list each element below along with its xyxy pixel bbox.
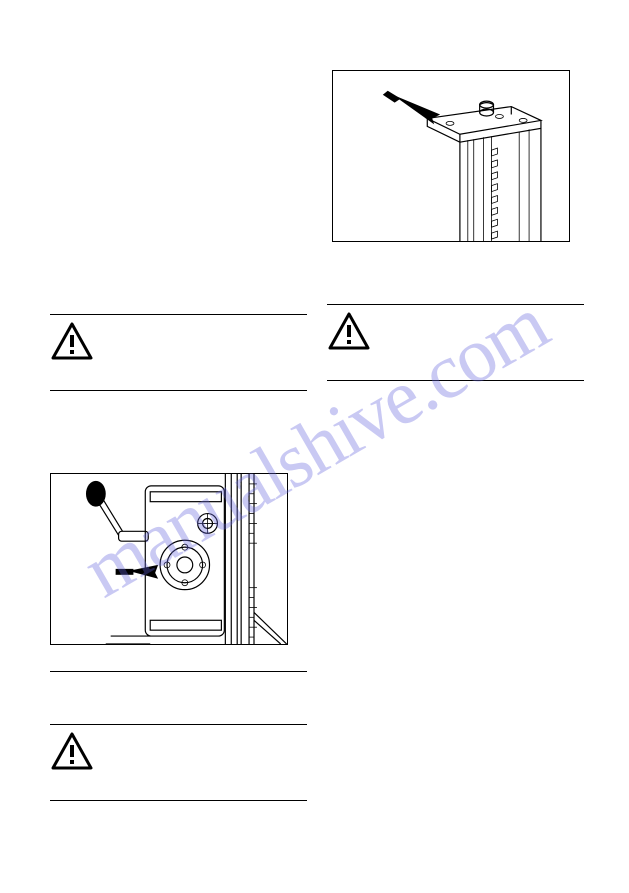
rule: [50, 800, 307, 801]
section-heading-block: [50, 680, 307, 720]
warning-block-left-2: [50, 724, 307, 794]
rule: [327, 380, 584, 381]
warning-block-right-1: [327, 304, 584, 374]
spacer: [50, 391, 307, 453]
figure-carriage: [50, 473, 288, 645]
warning-icon: [50, 321, 94, 366]
figure-column-top: [332, 70, 570, 242]
warning-block-left-1: [50, 314, 307, 384]
page: manualshive.com: [0, 0, 629, 893]
content-area: [0, 0, 629, 821]
warning-icon: [50, 731, 94, 776]
spacer: [327, 250, 584, 300]
left-column: [50, 70, 307, 801]
rule: [50, 671, 307, 672]
right-column: [327, 70, 584, 801]
warning-icon: [327, 311, 371, 356]
